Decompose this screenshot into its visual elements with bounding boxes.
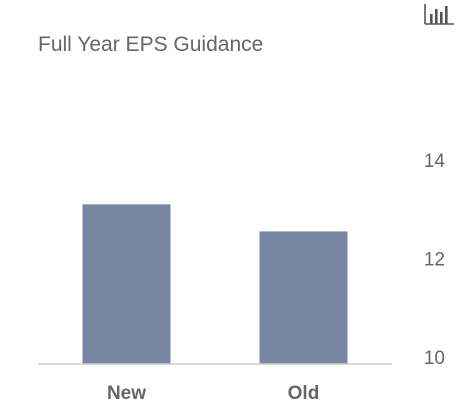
x-tick-label-old: Old <box>288 383 320 404</box>
chart-title: Full Year EPS Guidance <box>38 33 264 56</box>
bar-chart-icon[interactable] <box>422 2 456 28</box>
bar-old[interactable] <box>259 231 348 364</box>
y-tick-label-14: 14 <box>424 151 446 172</box>
bar-new[interactable] <box>82 204 171 364</box>
y-tick-label-12: 12 <box>424 250 445 271</box>
x-tick-label-new: New <box>107 383 146 404</box>
y-tick-label-10: 10 <box>424 348 445 369</box>
